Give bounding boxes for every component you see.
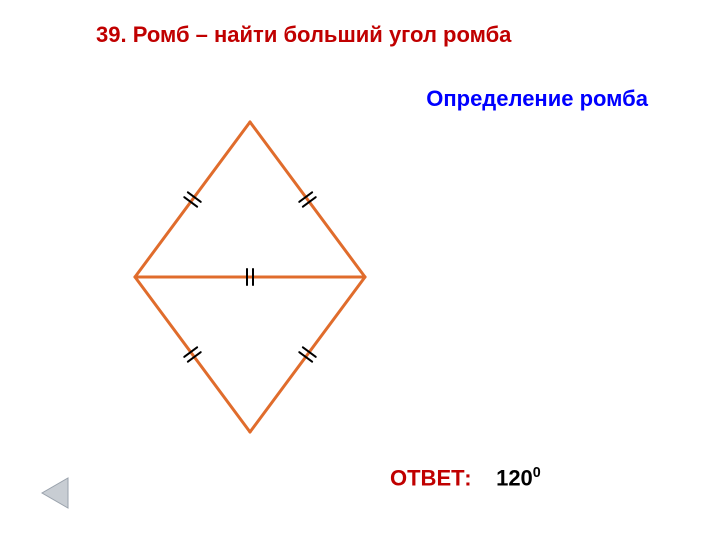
rhombus-svg bbox=[120, 110, 380, 445]
side-bottom-left bbox=[135, 277, 250, 432]
answer-superscript: 0 bbox=[533, 465, 541, 481]
slide: 39. Ромб – найти больший угол ромба Опре… bbox=[0, 0, 720, 540]
answer-spacer bbox=[478, 465, 490, 490]
problem-title: 39. Ромб – найти больший угол ромба bbox=[96, 22, 511, 48]
back-triangle-icon bbox=[38, 476, 72, 510]
back-button[interactable] bbox=[38, 476, 72, 510]
side-top-right bbox=[250, 122, 365, 277]
side-bottom-right bbox=[250, 277, 365, 432]
answer-value: 120 bbox=[496, 465, 533, 490]
back-triangle-shape bbox=[42, 478, 68, 508]
answer: ОТВЕТ: 1200 bbox=[390, 465, 541, 491]
side-top-left bbox=[135, 122, 250, 277]
rhombus-diagram bbox=[120, 110, 380, 445]
answer-label: ОТВЕТ: bbox=[390, 465, 472, 490]
definition-link[interactable]: Определение ромба bbox=[426, 86, 648, 112]
